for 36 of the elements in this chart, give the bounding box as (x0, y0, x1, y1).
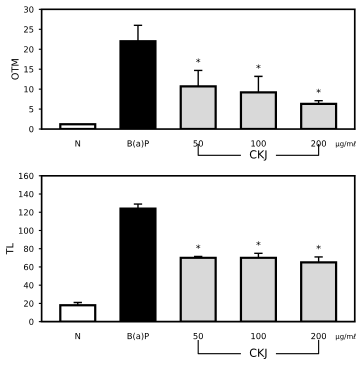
y-tick-label: 10 (24, 86, 34, 92)
annotation: * (256, 64, 261, 69)
y-tick-label: 80 (24, 246, 34, 252)
x-tick-label: B(a)P (128, 140, 149, 148)
x-tick-label: 200 (311, 332, 326, 340)
y-axis-title: OTM (11, 59, 19, 80)
x-tick-label: 50 (194, 140, 203, 147)
y-tick-label: 140 (19, 190, 34, 198)
y-tick-label: 60 (24, 264, 34, 270)
x-tick-label: 50 (194, 332, 203, 340)
y-tick-label: 30 (24, 6, 34, 13)
y-tick-label: 20 (24, 46, 34, 53)
text: CKJ (250, 348, 266, 360)
y-tick-label: 15 (24, 66, 34, 72)
annotation: * (196, 58, 200, 63)
x-tick-label: 100 (251, 140, 266, 147)
y-tick-label: 20 (24, 300, 34, 307)
annotation: * (196, 244, 200, 249)
annotation: * (316, 88, 321, 94)
y-tick-label: 0 (29, 126, 34, 132)
x-tick-label: 200 (311, 140, 326, 147)
annotation: * (316, 244, 321, 250)
y-tick-label: 25 (24, 26, 34, 33)
y-tick-label: 0 (29, 318, 34, 325)
y-tick-label: 120 (19, 209, 34, 216)
text: CKJ (250, 150, 266, 161)
x-tick-label: N (75, 333, 80, 340)
annotation: * (256, 241, 261, 246)
y-tick-label: 160 (19, 172, 34, 180)
y-axis-title: TL (6, 243, 14, 254)
y-tick-label: 40 (24, 282, 34, 288)
x-tick-label: B(a)P (128, 332, 149, 340)
x-tick-label: 100 (251, 332, 266, 340)
y-tick-label: 100 (19, 227, 34, 234)
y-tick-label: 5 (29, 106, 34, 112)
x-tick-label: N (75, 140, 80, 146)
